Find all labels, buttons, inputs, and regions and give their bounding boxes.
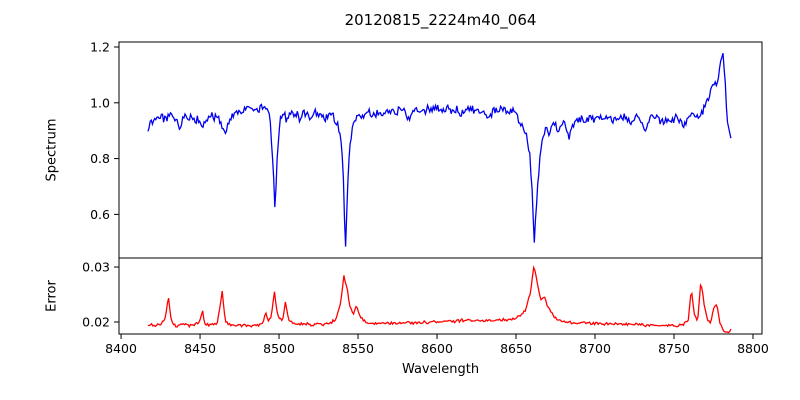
y-axis-label-spectrum: Spectrum (44, 118, 60, 182)
y-tick-label: 0.03 (82, 260, 110, 275)
y-tick-label: 1.0 (90, 95, 110, 110)
x-tick-label: 8650 (500, 341, 532, 356)
y-tick-label: 0.6 (90, 207, 110, 222)
x-tick-label: 8500 (263, 341, 295, 356)
error-panel-border (118, 257, 763, 335)
x-tick-label: 8600 (421, 341, 453, 356)
spectrum-line (147, 53, 732, 247)
x-tick-label: 8550 (342, 341, 374, 356)
y-tick-label: 0.8 (90, 151, 110, 166)
x-axis-label: Wavelength (401, 362, 480, 377)
y-axis-label-error: Error (44, 280, 60, 312)
y-tick-label: 1.2 (90, 39, 110, 54)
chart-title: 20120815_2224m40_064 (344, 11, 537, 29)
x-tick-label: 8800 (737, 341, 769, 356)
x-tick-label: 8750 (658, 341, 690, 356)
x-tick-label: 8700 (579, 341, 611, 356)
y-tick-label: 0.02 (82, 315, 110, 330)
spectrum-panel-border (118, 41, 763, 259)
x-tick-label: 8450 (184, 341, 216, 356)
x-tick-label: 8400 (105, 341, 137, 356)
error-line (147, 265, 732, 334)
